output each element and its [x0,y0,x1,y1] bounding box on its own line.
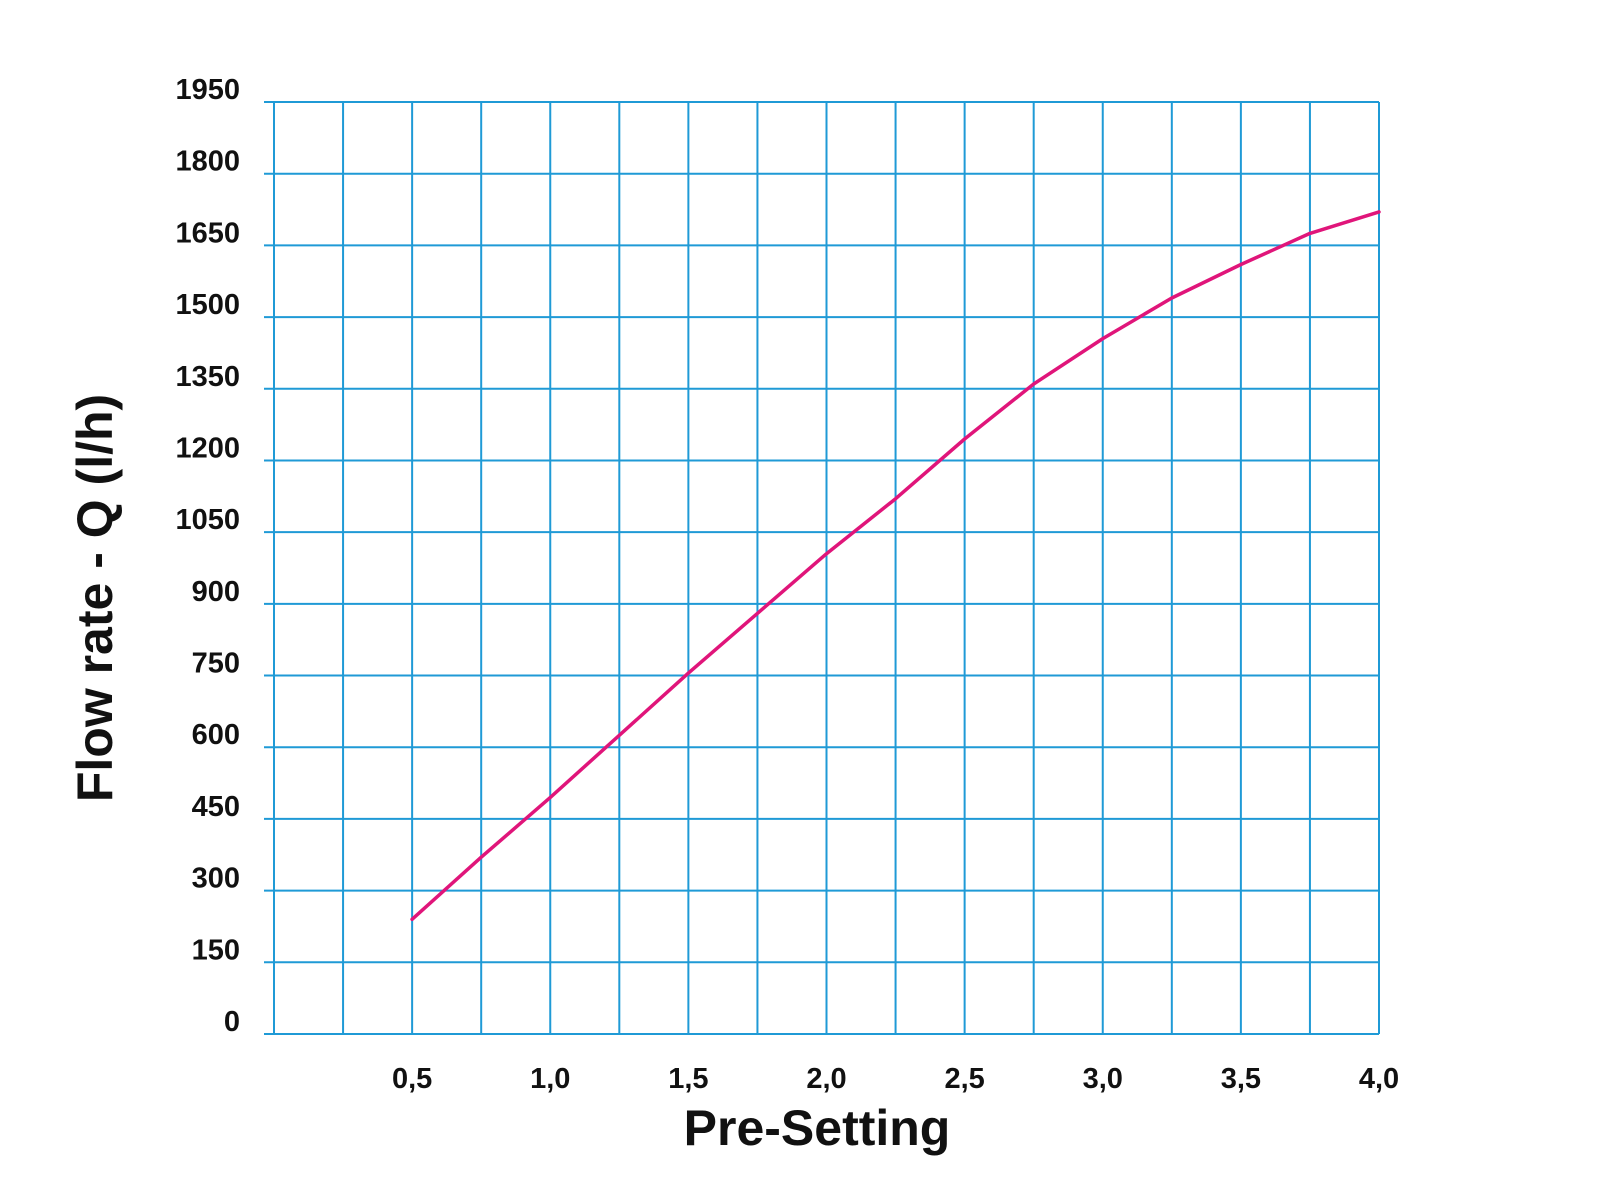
x-tick-label: 4,0 [1359,1063,1399,1095]
x-tick-label: 3,5 [1221,1063,1261,1095]
x-tick-label: 1,5 [668,1063,708,1095]
x-tick-label: 2,5 [944,1063,984,1095]
x-tick-label: 1,0 [530,1063,570,1095]
x-axis-title: Pre-Setting [684,1100,951,1156]
y-tick-label: 450 [192,791,240,823]
x-axis-ticks: 0,5 1,0 1,5 2,0 2,5 3,0 3,5 4,0 [392,1063,1399,1095]
series-group [410,210,1381,922]
y-axis-ticks: 0 150 300 450 600 750 900 1050 1200 1350 1500 1650 1… [175,74,240,1038]
y-tick-label: 1200 [175,432,240,464]
y-tick-label: 600 [192,719,240,751]
y-tick-label: 1650 [175,217,240,249]
y-tick-label: 150 [192,934,240,966]
x-tick-label: 3,0 [1083,1063,1123,1095]
y-tick-label: 1500 [175,289,240,321]
x-tick-label: 2,0 [806,1063,846,1095]
y-tick-label: 1950 [175,74,240,106]
y-tick-label: 900 [192,576,240,608]
y-tick-label: 750 [192,648,240,680]
y-tick-label: 1800 [175,146,240,178]
y-tick-label: 1050 [175,504,240,536]
x-tick-label: 0,5 [392,1063,432,1095]
y-tick-label: 300 [192,863,240,895]
y-tick-label: 0 [224,1006,240,1038]
grid [264,101,1380,1035]
y-tick-label: 1350 [175,361,240,393]
series-line [410,210,1381,922]
y-axis-title: Flow rate - Q (l/h) [67,394,123,802]
